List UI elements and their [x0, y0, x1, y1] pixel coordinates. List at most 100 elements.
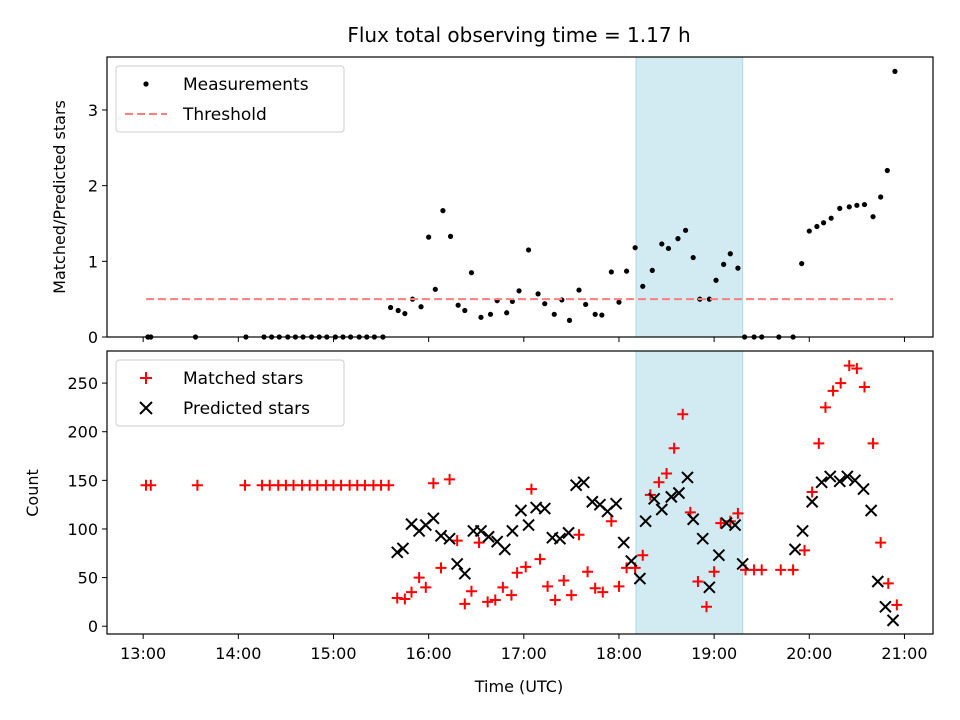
matched-stars-point [692, 575, 704, 587]
measurements-point [616, 299, 622, 305]
matched-stars-point [489, 594, 501, 606]
predicted-stars-point [728, 518, 742, 532]
matched-stars-point [413, 572, 425, 584]
measurements-point [516, 288, 522, 294]
predicted-stars-point [586, 495, 599, 508]
matched-stars-point [799, 544, 811, 556]
predicted-stars-point [788, 543, 802, 556]
predicted-stars-point [655, 503, 668, 516]
measurements-point [426, 234, 432, 240]
matched-stars-point [701, 601, 713, 613]
matched-stars-point [613, 580, 625, 592]
predicted-stars-point [427, 512, 440, 525]
matched-stars-point [542, 580, 554, 592]
matched-stars-point [653, 476, 665, 488]
predicted-stars-point [681, 471, 694, 484]
measurements-point [884, 167, 890, 174]
predicted-stars-point [686, 513, 700, 526]
predicted-stars-point [833, 475, 846, 488]
matched-stars-point [473, 537, 485, 549]
matched-stars-point [383, 479, 395, 491]
matched-stars-point [891, 599, 903, 611]
measurements-point [599, 312, 605, 318]
measurements-point [455, 302, 461, 308]
matched-stars-point [858, 381, 870, 393]
measurements-point [846, 204, 852, 210]
measurements-point [623, 268, 630, 274]
bottom-x-tick-label: 21:00 [881, 644, 927, 663]
measurements-point [640, 283, 646, 289]
predicted-stars-point [396, 542, 410, 555]
predicted-stars-point [450, 557, 464, 571]
measurements-point [535, 291, 541, 297]
matched-stars-point [806, 486, 818, 498]
matched-stars-point [582, 566, 594, 578]
measurements-point [706, 296, 712, 302]
measurements-point [828, 215, 834, 221]
measurements-point [878, 194, 884, 200]
matched-stars-point [520, 561, 532, 573]
predicted-stars-point [665, 490, 678, 504]
top-legend: Measurements Threshold [115, 65, 345, 133]
legend-label: Measurements [183, 75, 309, 95]
predicted-stars-point [712, 549, 726, 562]
matched-stars-point [459, 598, 471, 610]
matched-stars-point [835, 377, 847, 389]
matched-stars-point [420, 581, 432, 593]
matched-stars-point [505, 589, 517, 601]
matched-stars-point [497, 581, 509, 593]
matched-stars-point [775, 564, 787, 576]
predicted-stars-point [736, 557, 749, 571]
matched-stars-point [843, 360, 855, 372]
measurements-point [525, 247, 532, 253]
legend-label: Threshold [182, 105, 267, 125]
bottom-x-tick-label: 17:00 [501, 644, 547, 663]
measurements-point [727, 251, 733, 257]
measurements-point [395, 307, 401, 314]
measurements-point [608, 269, 614, 275]
top-y-axis-label: Matched/Predicted stars [50, 100, 69, 294]
measurements-point [583, 301, 589, 308]
matched-stars-point [435, 562, 447, 574]
bottom-plot-frame [106, 350, 934, 635]
matched-stars-point [875, 537, 887, 549]
chart-title: Flux total observing time = 1.17 h [347, 23, 690, 47]
measurements-point [854, 202, 860, 208]
predicted-stars-point [553, 532, 567, 545]
predicted-stars-point [562, 526, 575, 540]
measurements-point [721, 261, 727, 267]
predicted-stars-point [841, 470, 854, 483]
matched-stars-point [511, 567, 523, 579]
measurements-point [675, 236, 681, 242]
bottom-y-tick-label: 150 [67, 471, 98, 490]
measurements-point [690, 254, 696, 261]
measurements-point [713, 277, 719, 283]
measurements-point [735, 265, 741, 271]
predicted-stars-point [815, 476, 828, 489]
measurements-point [551, 311, 557, 317]
measurements-point [432, 286, 438, 292]
measurements-point [814, 223, 820, 230]
measurements-point [682, 227, 689, 233]
predicted-stars-point [498, 543, 511, 556]
predicted-stars-point [703, 581, 716, 594]
matched-stars-point [851, 363, 863, 375]
legend-matched-swatch [140, 372, 152, 384]
matched-stars-point [191, 479, 203, 491]
predicted-stars-point [672, 486, 686, 500]
predicted-stars-point [391, 546, 404, 559]
matched-stars-point [482, 596, 494, 608]
predicted-stars-point [434, 529, 448, 542]
matched-stars-point [637, 549, 649, 561]
bottom-y-tick-label: 50 [78, 569, 98, 588]
predicted-stars-point [506, 524, 519, 538]
predicted-stars-point [514, 504, 528, 517]
predicted-stars-point [871, 575, 885, 588]
matched-stars-point [444, 473, 456, 485]
predicted-stars-point [625, 554, 638, 568]
measurements-point [566, 317, 573, 323]
matched-stars-point [406, 586, 418, 598]
measurements-point [478, 314, 484, 320]
measurements-point [440, 208, 446, 214]
bottom-x-tick-label: 18:00 [596, 644, 642, 663]
